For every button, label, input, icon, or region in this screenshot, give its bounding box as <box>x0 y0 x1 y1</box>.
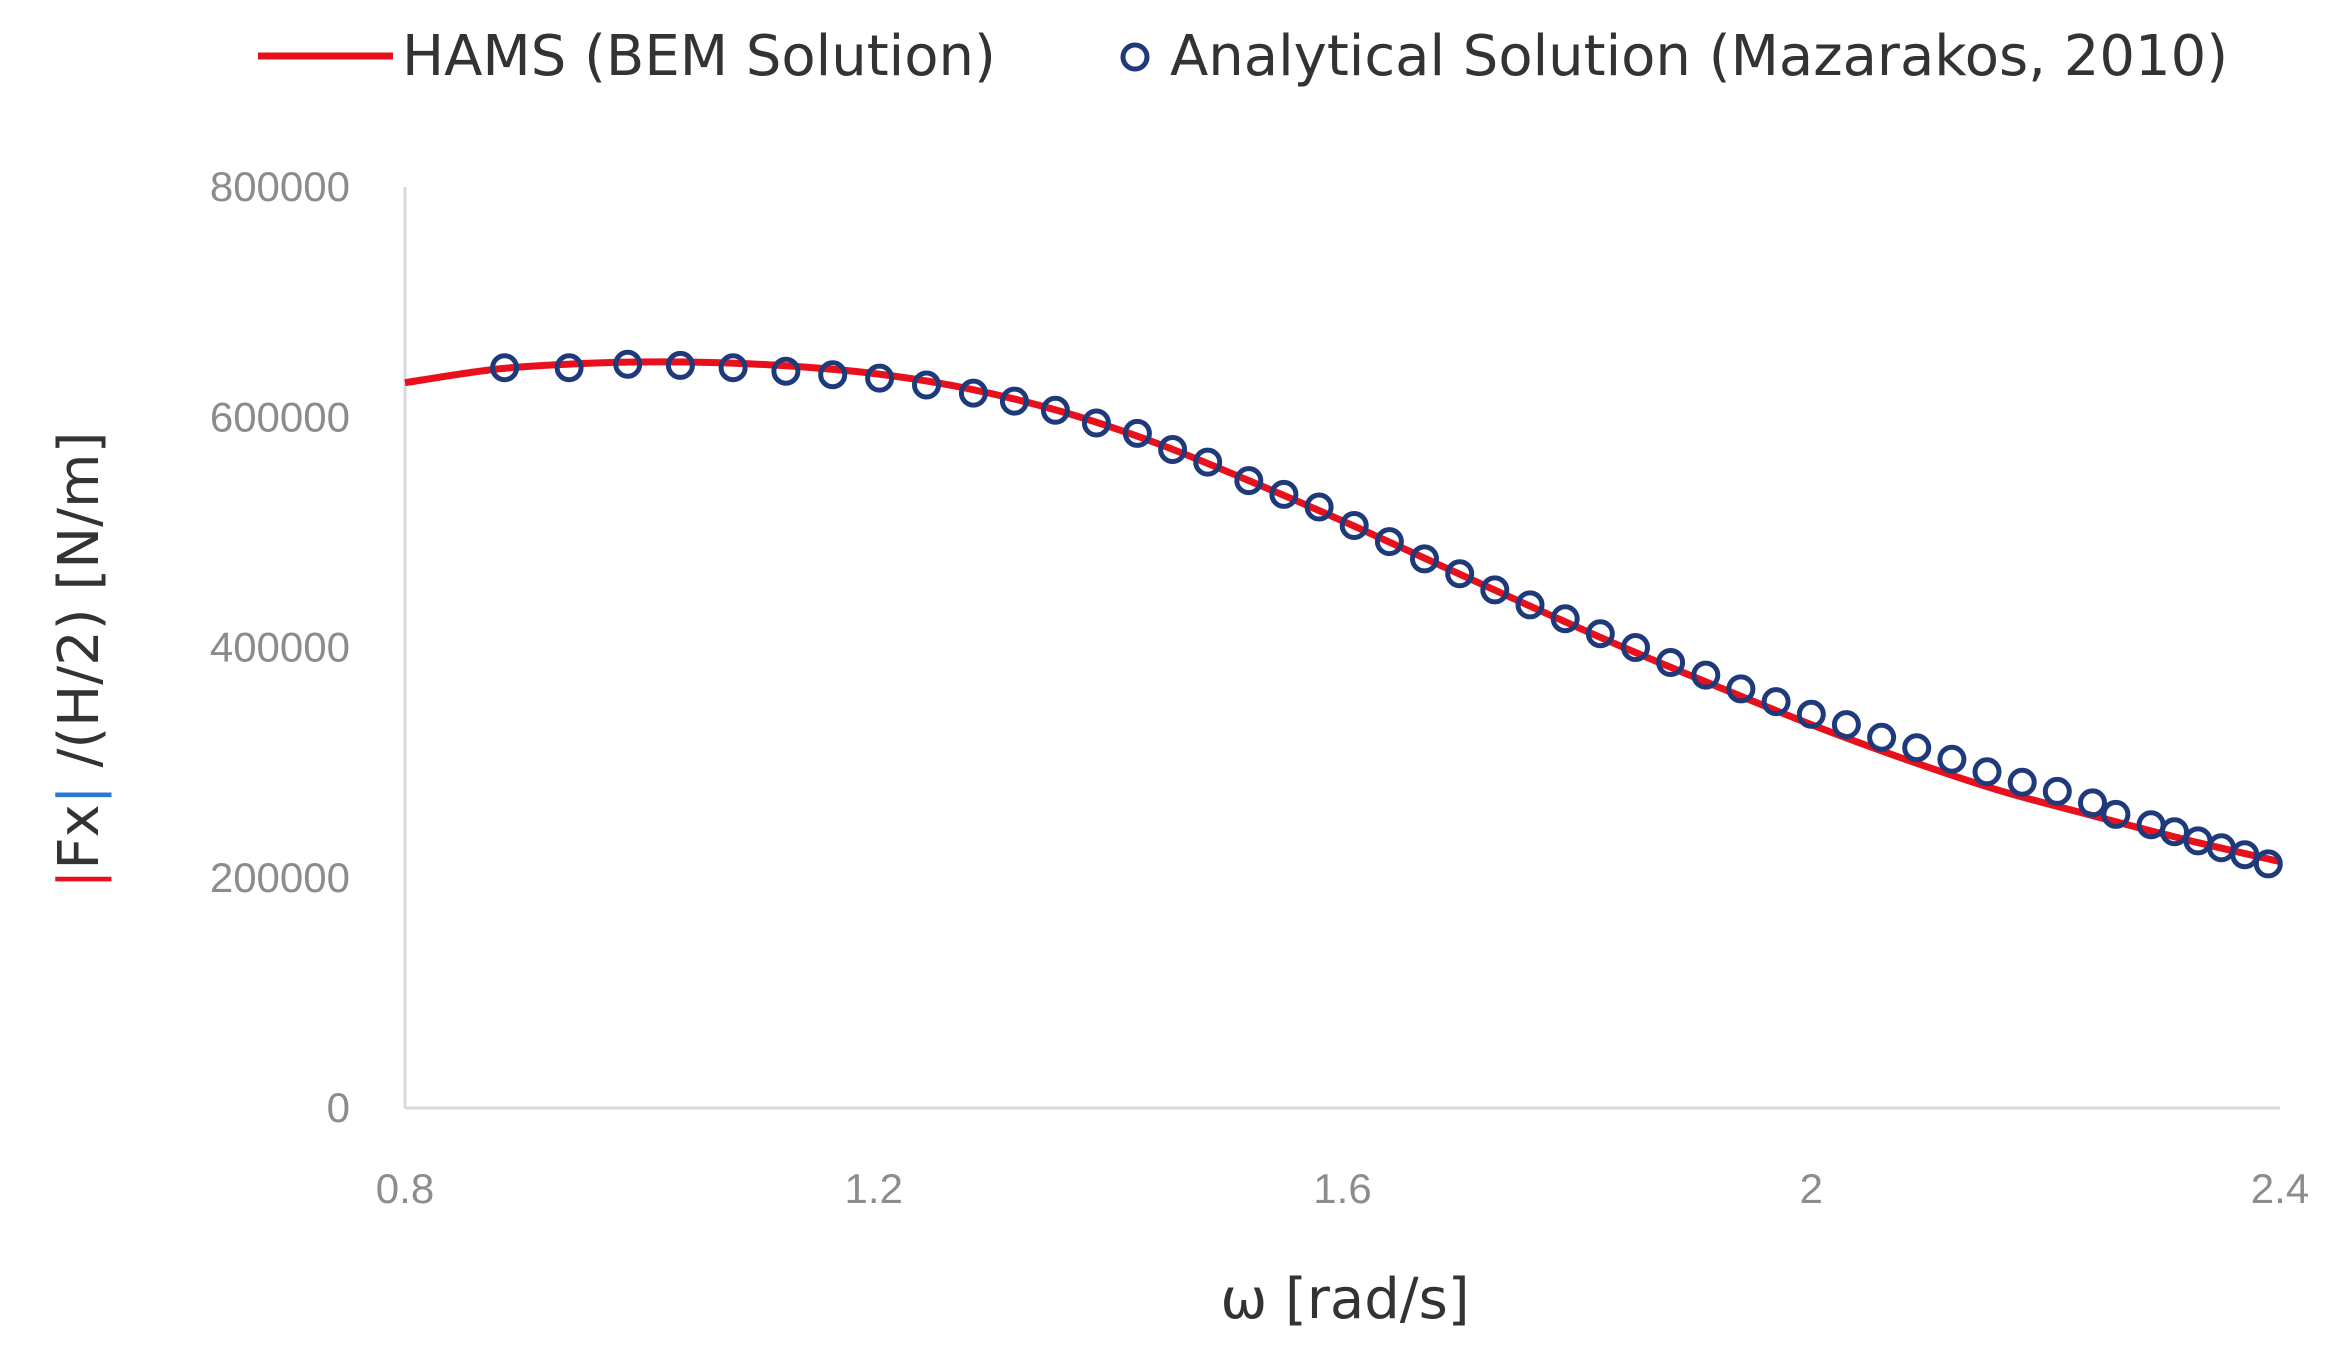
data-point-analytical <box>958 378 988 408</box>
data-point-analytical <box>1445 559 1475 589</box>
legend-marker-analytical <box>1120 42 1150 72</box>
data-point-analytical <box>1796 699 1826 729</box>
data-point-analytical <box>2230 840 2260 870</box>
data-point-analytical <box>1234 466 1264 496</box>
data-point-analytical <box>1193 447 1223 477</box>
data-point-analytical <box>1831 710 1861 740</box>
data-point-analytical <box>1515 590 1545 620</box>
data-point-analytical <box>1304 492 1334 522</box>
data-point-analytical <box>1158 435 1188 464</box>
y-axis-title: |Fx| /(H/2) [N/m] <box>47 432 112 889</box>
data-point-analytical <box>1761 687 1791 717</box>
x-tick-label: 1.2 <box>845 1165 903 1212</box>
data-point-analytical <box>718 353 748 383</box>
data-point-analytical <box>1374 527 1404 557</box>
x-tick-label: 2 <box>1800 1165 1823 1212</box>
data-point-analytical <box>490 353 520 383</box>
x-axis-title: ω [rad/s] <box>1220 1267 1469 1332</box>
y-axis-title-rest: /(H/2) [N/m] <box>47 432 112 786</box>
data-point-analytical <box>771 356 801 386</box>
y-axis-title-fx: Fx <box>47 804 112 869</box>
plot-area <box>404 349 2283 879</box>
data-point-analytical <box>665 350 695 380</box>
data-point-analytical <box>554 353 584 383</box>
data-point-analytical <box>2007 767 2037 797</box>
legend-label-analytical: Analytical Solution (Mazarakos, 2010) <box>1170 24 2228 89</box>
y-tick-label: 400000 <box>210 624 350 671</box>
x-tick-label: 2.4 <box>2251 1165 2309 1212</box>
data-point-analytical <box>1410 544 1439 574</box>
data-point-analytical <box>1550 604 1580 634</box>
data-point-analytical <box>865 363 895 393</box>
y-tick-label: 0 <box>327 1084 350 1131</box>
data-point-analytical <box>1656 648 1686 677</box>
data-point-analytical <box>912 370 941 400</box>
data-point-analytical <box>1972 757 2002 787</box>
x-tick-label: 1.6 <box>1313 1165 1371 1212</box>
data-point-analytical <box>2042 776 2072 806</box>
data-point-analytical <box>818 360 848 390</box>
data-point-analytical <box>999 386 1029 416</box>
data-point-analytical <box>2160 817 2189 847</box>
data-point-analytical <box>2101 799 2131 829</box>
y-axis-title-bar-right: | <box>47 785 112 804</box>
data-point-analytical <box>1480 575 1510 605</box>
legend-label-hams: HAMS (BEM Solution) <box>402 24 996 89</box>
y-tick-labels: 0 200000 400000 600000 800000 <box>210 163 350 1131</box>
data-point-analytical <box>1621 633 1650 662</box>
x-tick-labels: 0.8 1.2 1.6 2 2.4 <box>376 1165 2309 1212</box>
data-point-analytical <box>1902 733 1932 763</box>
y-axis-title-bar-left: | <box>47 870 112 889</box>
data-point-analytical <box>1691 660 1721 690</box>
data-point-analytical <box>1937 744 1967 774</box>
data-point-analytical <box>1269 479 1299 509</box>
data-point-analytical <box>1867 722 1897 752</box>
data-point-analytical <box>1081 408 1111 438</box>
y-tick-label: 200000 <box>210 854 350 901</box>
data-point-analytical <box>1040 395 1070 425</box>
y-tick-label: 800000 <box>210 163 350 210</box>
data-point-analytical <box>2253 849 2283 879</box>
data-point-analytical <box>1122 418 1152 448</box>
data-point-analytical <box>613 349 643 379</box>
data-point-analytical <box>1339 511 1369 540</box>
legend: HAMS (BEM Solution) Analytical Solution … <box>258 24 2228 89</box>
data-point-analytical <box>1726 674 1756 704</box>
series-line-hams <box>404 358 2281 866</box>
data-point-analytical <box>2078 788 2107 818</box>
data-point-analytical <box>1585 619 1615 649</box>
y-tick-label: 600000 <box>210 393 350 440</box>
x-tick-label: 0.8 <box>376 1165 434 1212</box>
